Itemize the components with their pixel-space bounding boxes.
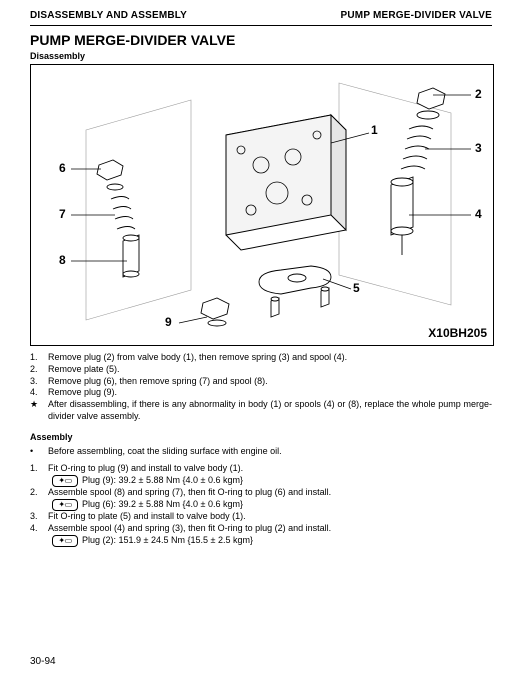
torque-spec: ✦▭Plug (6): 39.2 ± 5.88 Nm {4.0 ± 0.6 kg…	[30, 499, 492, 511]
list-item: 4.Remove plug (9).	[30, 387, 492, 399]
list-item: 3.Fit O-ring to plate (5) and install to…	[30, 511, 492, 523]
torque-spec: ✦▭Plug (9): 39.2 ± 5.88 Nm {4.0 ± 0.6 kg…	[30, 475, 492, 487]
list-item: 2.Remove plate (5).	[30, 364, 492, 376]
list-item: 3.Remove plug (6), then remove spring (7…	[30, 376, 492, 388]
list-item: 1.Remove plug (2) from valve body (1), t…	[30, 352, 492, 364]
callout-2: 2	[475, 87, 482, 102]
torque-spec: ✦▭Plug (2): 151.9 ± 24.5 Nm {15.5 ± 2.5 …	[30, 535, 492, 547]
callout-5: 5	[353, 281, 360, 296]
page-number: 30-94	[30, 656, 56, 669]
list-item: Before assembling, coat the sliding surf…	[30, 446, 492, 458]
header-left: DISASSEMBLY AND ASSEMBLY	[30, 10, 187, 23]
torque-icon: ✦▭	[52, 535, 78, 547]
callout-3: 3	[475, 141, 482, 156]
disassembly-list: 1.Remove plug (2) from valve body (1), t…	[30, 352, 492, 422]
list-item: 1.Fit O-ring to plug (9) and install to …	[30, 463, 492, 475]
callout-8: 8	[59, 253, 66, 268]
subheading-assembly: Assembly	[30, 432, 492, 443]
diagram-svg	[31, 65, 493, 345]
callout-9: 9	[165, 315, 172, 330]
list-item-note: ★After disassembling, if there is any ab…	[30, 399, 492, 422]
list-item: 2.Assemble spool (8) and spring (7), the…	[30, 487, 492, 499]
exploded-diagram: 1 2 3 4 5 6 7 8 9 X10BH205	[30, 64, 494, 346]
list-item: 4.Assemble spool (4) and spring (3), the…	[30, 523, 492, 535]
page-header: DISASSEMBLY AND ASSEMBLY PUMP MERGE-DIVI…	[30, 10, 492, 26]
diagram-id: X10BH205	[428, 326, 487, 341]
assembly-intro: Before assembling, coat the sliding surf…	[30, 446, 492, 458]
assembly-list: 1.Fit O-ring to plug (9) and install to …	[30, 463, 492, 547]
callout-7: 7	[59, 207, 66, 222]
torque-icon: ✦▭	[52, 499, 78, 511]
page-title: PUMP MERGE-DIVIDER VALVE	[30, 32, 492, 50]
callout-1: 1	[371, 123, 378, 138]
subheading-disassembly: Disassembly	[30, 51, 492, 62]
torque-icon: ✦▭	[52, 475, 78, 487]
callout-4: 4	[475, 207, 482, 222]
callout-6: 6	[59, 161, 66, 176]
header-right: PUMP MERGE-DIVIDER VALVE	[341, 10, 493, 23]
